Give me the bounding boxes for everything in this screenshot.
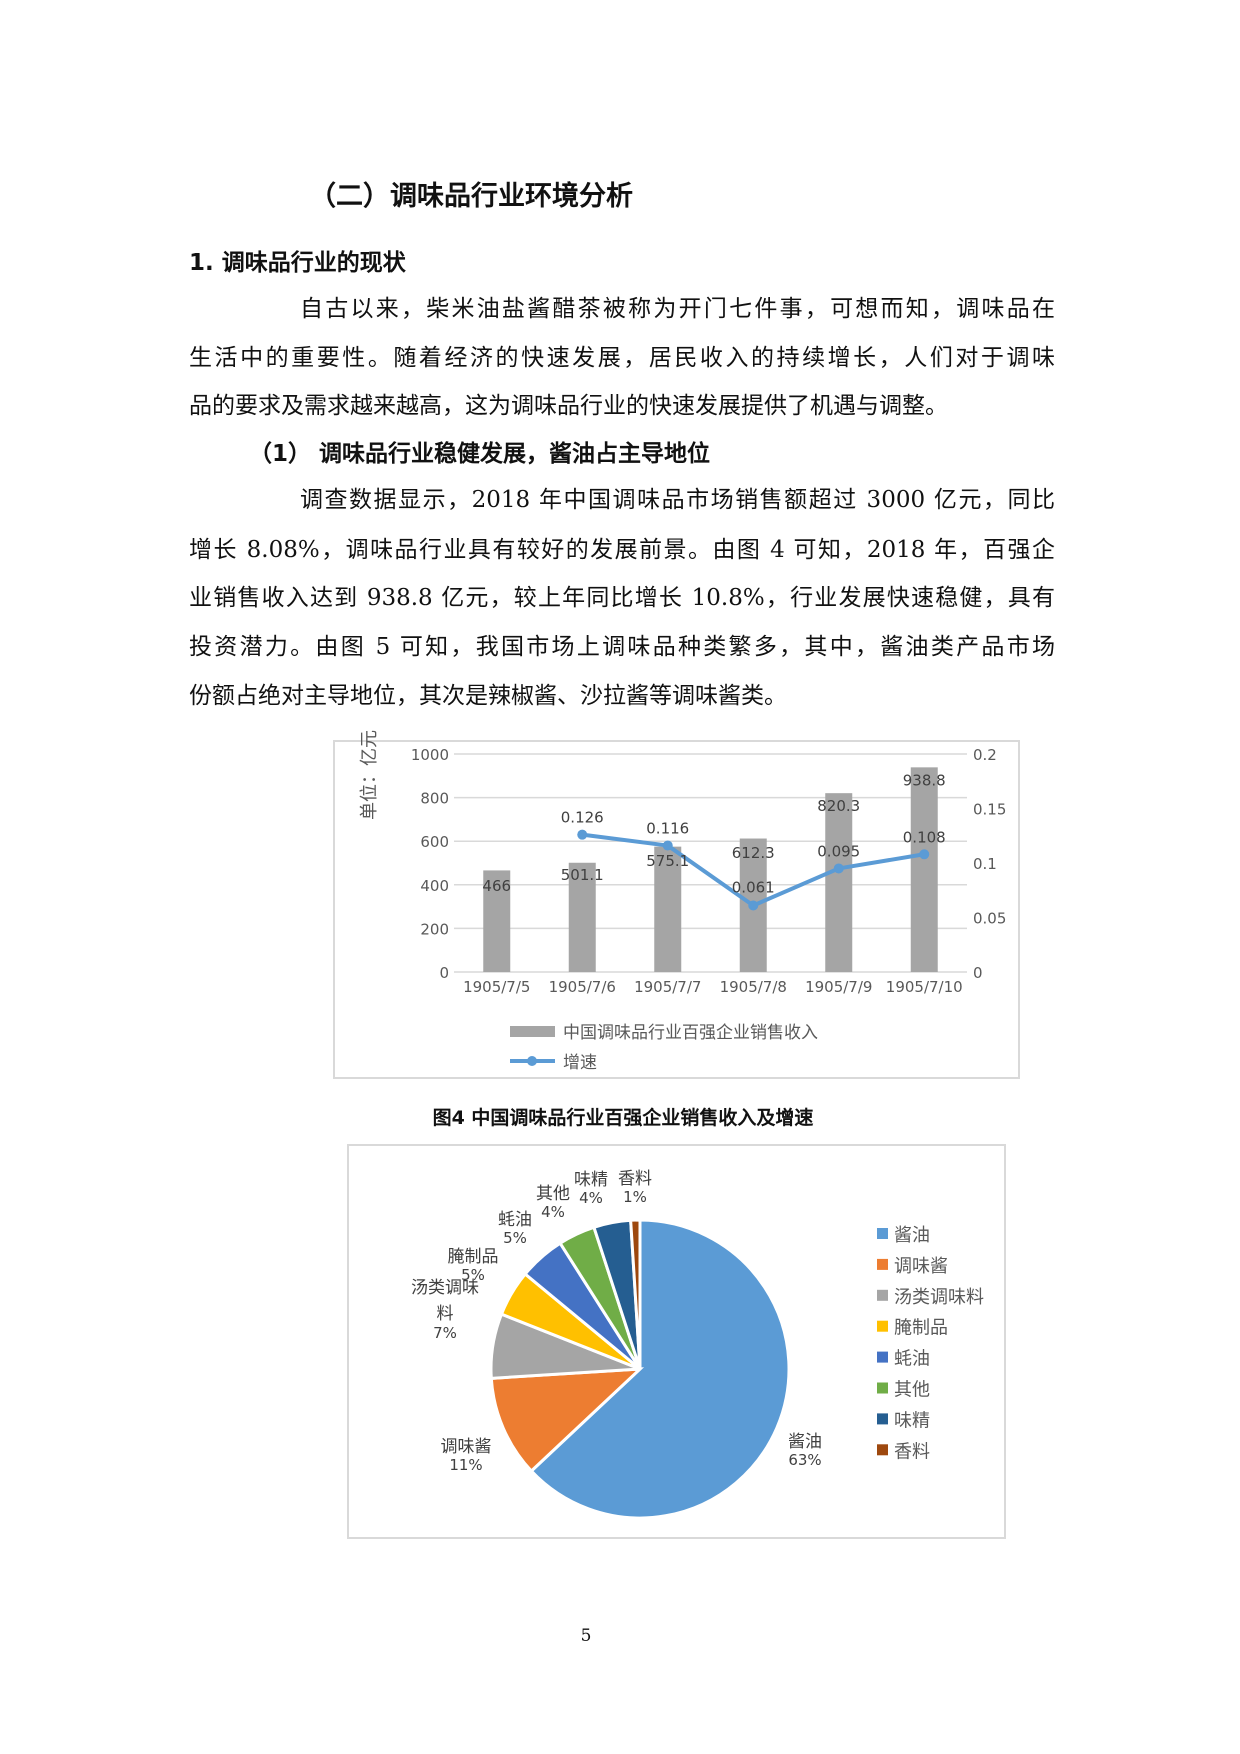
y-tick-label: 1000	[411, 746, 449, 764]
x-tick-label: 1905/7/9	[805, 978, 872, 996]
legend-swatch-bar	[510, 1026, 555, 1037]
line-data-label: 0.095	[817, 842, 860, 860]
growth-marker	[919, 849, 930, 860]
paragraph-line: 自古以来，柴米油盐酱醋茶被称为开门七件事，可想而知，调味品在	[300, 296, 1055, 322]
legend-swatch	[877, 1258, 888, 1270]
pie-category-label: 香料	[618, 1169, 652, 1189]
pie-percent-label: 5%	[461, 1266, 485, 1284]
bar-data-label: 938.8	[903, 771, 946, 789]
pie-percent-label: 4%	[541, 1203, 565, 1221]
line-data-label: 0.116	[646, 820, 689, 838]
pie-slice	[629, 1218, 642, 1370]
y2-tick-label: 0.15	[973, 801, 1006, 819]
bar	[483, 870, 511, 972]
y-tick-label: 800	[420, 790, 449, 808]
pie-category-label: 酱油	[788, 1432, 822, 1452]
pie-percent-label: 7%	[433, 1324, 457, 1342]
pie-chart-frame	[347, 1144, 1006, 1539]
bar	[825, 793, 853, 972]
pie-category-label: 蚝油	[498, 1210, 532, 1230]
pie-percent-label: 11%	[449, 1456, 482, 1474]
legend-label: 中国调味品行业百强企业销售收入	[563, 1023, 818, 1043]
page-number: 5	[580, 1626, 592, 1646]
subsection-title: 1. 调味品行业的现状	[189, 250, 406, 276]
paragraph-line: 业销售收入达到 938.8 亿元，较上年同比增长 10.8%，行业发展快速稳健，…	[189, 585, 1055, 611]
x-tick-label: 1905/7/8	[720, 978, 787, 996]
legend-swatch	[877, 1320, 888, 1332]
bar-data-label: 466	[482, 877, 511, 895]
pie-percent-label: 5%	[503, 1229, 527, 1247]
legend-label: 香料	[894, 1441, 930, 1462]
bar	[654, 846, 682, 972]
pie-slice	[529, 1218, 791, 1520]
paragraph-line: 品的要求及需求越来越高，这为调味品行业的快速发展提供了机遇与调整。	[189, 393, 948, 419]
growth-marker	[577, 829, 588, 840]
y-tick-label: 600	[420, 833, 449, 851]
bar-data-label: 820.3	[817, 797, 860, 815]
pie-slice	[489, 1367, 645, 1474]
y2-tick-label: 0	[973, 964, 983, 982]
y2-tick-label: 0.05	[973, 910, 1006, 928]
pie-percent-label: 1%	[623, 1188, 647, 1206]
growth-marker	[748, 900, 759, 911]
legend-label: 腌制品	[894, 1318, 948, 1339]
growth-marker	[833, 863, 844, 874]
legend-label: 调味酱	[894, 1256, 948, 1277]
pie-percent-label: 4%	[579, 1189, 603, 1207]
bar-data-label: 501.1	[561, 866, 604, 884]
legend-marker	[527, 1056, 537, 1066]
growth-marker	[662, 840, 673, 851]
y-tick-label: 0	[439, 964, 449, 982]
line-data-label: 0.061	[732, 879, 775, 897]
legend-swatch	[877, 1289, 888, 1301]
legend-label: 酱油	[894, 1225, 930, 1246]
pie-category-label: 料	[437, 1304, 454, 1324]
bar	[910, 767, 938, 972]
bar	[568, 862, 596, 972]
y2-tick-label: 0.2	[973, 746, 997, 764]
bar-data-label: 575.1	[646, 852, 689, 870]
paragraph-line: 调查数据显示，2018 年中国调味品市场销售额超过 3000 亿元，同比	[300, 487, 1055, 513]
legend-label: 味精	[894, 1410, 930, 1431]
legend-swatch	[877, 1444, 888, 1456]
line-data-label: 0.126	[561, 809, 604, 827]
paragraph-line: 增长 8.08%，调味品行业具有较好的发展前景。由图 4 可知，2018 年，百…	[189, 537, 1055, 563]
pie-percent-label: 63%	[788, 1451, 821, 1469]
figure-caption: 图4 中国调味品行业百强企业销售收入及增速	[432, 1107, 814, 1129]
pie-category-label: 味精	[574, 1170, 608, 1190]
pie-category-label: 调味酱	[441, 1437, 492, 1457]
y-tick-label: 400	[420, 877, 449, 895]
y-axis-title: 单位：亿元	[359, 730, 380, 820]
paragraph-line: 生活中的重要性。随着经济的快速发展，居民收入的持续增长，人们对于调味	[189, 345, 1055, 371]
x-tick-label: 1905/7/10	[886, 978, 963, 996]
point-title: （1） 调味品行业稳健发展，酱油占主导地位	[249, 441, 711, 467]
x-tick-label: 1905/7/6	[549, 978, 616, 996]
section-title: （二）调味品行业环境分析	[309, 181, 633, 212]
legend-swatch	[877, 1413, 888, 1425]
x-tick-label: 1905/7/5	[463, 978, 530, 996]
pie-category-label: 腌制品	[448, 1247, 499, 1267]
x-tick-label: 1905/7/7	[634, 978, 701, 996]
bar-data-label: 612.3	[732, 844, 775, 862]
legend-label: 蚝油	[894, 1349, 930, 1370]
pie-category-label: 汤类调味	[411, 1278, 479, 1298]
legend-label: 汤类调味料	[894, 1287, 984, 1308]
legend-swatch	[877, 1228, 888, 1239]
legend-swatch	[877, 1382, 888, 1394]
bar-line-chart-frame	[333, 740, 1020, 1079]
paragraph-line: 份额占绝对主导地位，其次是辣椒酱、沙拉酱等调味酱类。	[189, 683, 787, 709]
line-data-label: 0.108	[903, 828, 946, 846]
y2-tick-label: 0.1	[973, 855, 997, 873]
legend-label: 其他	[894, 1380, 930, 1401]
legend-swatch	[877, 1351, 888, 1363]
legend-label: 增速	[563, 1053, 597, 1073]
pie-category-label: 其他	[536, 1184, 570, 1204]
y-tick-label: 200	[420, 920, 449, 938]
paragraph-line: 投资潜力。由图 5 可知，我国市场上调味品种类繁多，其中，酱油类产品市场	[189, 634, 1055, 660]
